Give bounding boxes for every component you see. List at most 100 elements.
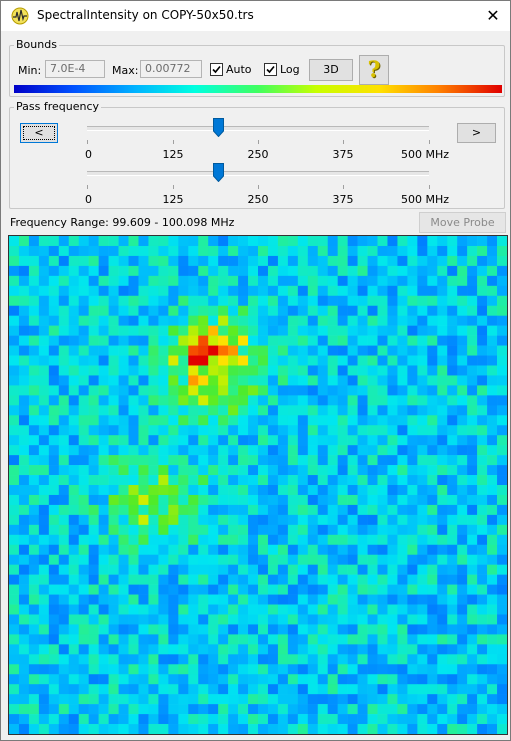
heatmap-cell	[188, 305, 199, 316]
heatmap-cell	[168, 475, 179, 486]
heatmap-cell	[427, 634, 438, 645]
heatmap-cell	[38, 285, 50, 297]
heatmap-cell	[108, 305, 119, 316]
heatmap-cell	[337, 524, 348, 536]
heatmap-cell	[317, 504, 329, 516]
heatmap-cell	[78, 634, 89, 645]
heatmap-cell	[277, 494, 289, 506]
heatmap-cell	[397, 544, 408, 556]
heatmap-cell	[367, 524, 378, 536]
heatmap-cell	[128, 385, 139, 396]
heatmap-cell	[357, 325, 368, 336]
heatmap-cell	[337, 574, 348, 585]
heatmap-cell	[208, 305, 219, 316]
heatmap-cell	[487, 634, 498, 645]
heatmap-cell	[447, 375, 458, 386]
heatmap-cell	[447, 355, 458, 366]
heatmap-cell	[357, 345, 368, 356]
heatmap-cell	[68, 275, 80, 287]
slider-1-track[interactable]	[87, 126, 429, 131]
heatmap-cell	[138, 494, 149, 506]
heatmap-cell	[497, 485, 507, 496]
heatmap-cell	[138, 275, 149, 287]
heatmap-cell	[427, 494, 438, 506]
heatmap-cell	[248, 624, 259, 635]
heatmap-cell	[88, 405, 99, 416]
previous-frequency-button[interactable]: <	[20, 123, 58, 143]
heatmap-cell	[238, 514, 249, 526]
frequency-slider-2-thumb[interactable]	[213, 163, 225, 183]
heatmap-cell	[437, 544, 448, 556]
heatmap-cell	[277, 445, 289, 456]
heatmap-cell	[317, 554, 329, 565]
heatmap-cell	[9, 465, 20, 476]
heatmap-cell	[407, 524, 418, 536]
heatmap-cell	[238, 415, 249, 426]
heatmap-cell	[327, 584, 338, 595]
heatmap-cell	[447, 385, 458, 396]
heatmap-cell	[447, 236, 458, 247]
heatmap-cell	[477, 265, 488, 277]
heatmap-cell	[128, 694, 139, 705]
auto-checkbox[interactable]	[210, 63, 223, 76]
heatmap-cell	[467, 345, 478, 356]
heatmap-cell	[497, 455, 507, 466]
heatmap-cell	[327, 574, 338, 585]
heatmap-cell	[148, 335, 159, 346]
heatmap-cell	[307, 624, 319, 635]
heatmap-cell	[248, 295, 259, 307]
move-probe-button[interactable]: Move Probe	[419, 212, 506, 233]
heatmap-cell	[228, 405, 239, 416]
heatmap-cell	[387, 415, 398, 426]
heatmap-cell	[128, 684, 139, 695]
heatmap-cell	[397, 664, 408, 675]
heatmap-cell	[457, 315, 468, 326]
heatmap-cell	[377, 714, 388, 725]
heatmap-cell	[327, 475, 338, 486]
heatmap-cell	[238, 684, 249, 695]
3d-button[interactable]: 3D	[309, 59, 353, 81]
heatmap-cell	[198, 395, 209, 406]
heatmap-cell	[208, 265, 219, 277]
heatmap-cell	[208, 415, 219, 426]
heatmap-cell	[238, 614, 249, 625]
heatmap-cell	[258, 465, 269, 476]
heatmap-cell	[9, 624, 20, 635]
heatmap-cell	[228, 594, 239, 605]
heatmap-cell	[28, 415, 40, 426]
heatmap-cell	[457, 475, 468, 486]
heatmap-cell	[18, 524, 30, 536]
heatmap-cell	[497, 365, 507, 376]
heatmap-cell	[68, 355, 80, 366]
heatmap-cell	[78, 514, 89, 526]
heatmap-cell	[78, 355, 89, 366]
heatmap-cell	[387, 614, 398, 625]
heatmap-cell	[38, 365, 50, 376]
max-field[interactable]: 0.00772	[140, 60, 202, 78]
heatmap-cell	[18, 604, 30, 615]
heatmap-cell	[407, 694, 418, 705]
next-frequency-button[interactable]: >	[457, 123, 496, 143]
heatmap-cell	[447, 654, 458, 665]
slider-2-track[interactable]	[87, 171, 429, 176]
heatmap-cell	[397, 604, 408, 615]
heatmap-cell	[277, 415, 289, 426]
spectral-intensity-heatmap[interactable]	[8, 235, 508, 735]
title-bar[interactable]: SpectralIntensity on COPY-50x50.trs ✕	[1, 1, 510, 31]
frequency-slider-1-thumb[interactable]	[213, 118, 225, 138]
min-field[interactable]: 7.0E-4	[45, 60, 105, 78]
heatmap-cell	[427, 694, 438, 705]
bounds-group: Bounds	[9, 38, 505, 97]
heatmap-cell	[38, 584, 50, 595]
heatmap-cell	[128, 345, 139, 356]
heatmap-cell	[258, 285, 269, 297]
heatmap-cell	[48, 694, 60, 705]
log-checkbox[interactable]	[264, 63, 277, 76]
help-button[interactable]: ?	[359, 55, 389, 85]
heatmap-cell	[9, 345, 20, 356]
heatmap-cell	[287, 405, 299, 416]
close-button[interactable]: ✕	[486, 6, 500, 25]
heatmap-cell	[228, 694, 239, 705]
heatmap-cell	[248, 315, 259, 326]
heatmap-cell	[158, 544, 169, 556]
